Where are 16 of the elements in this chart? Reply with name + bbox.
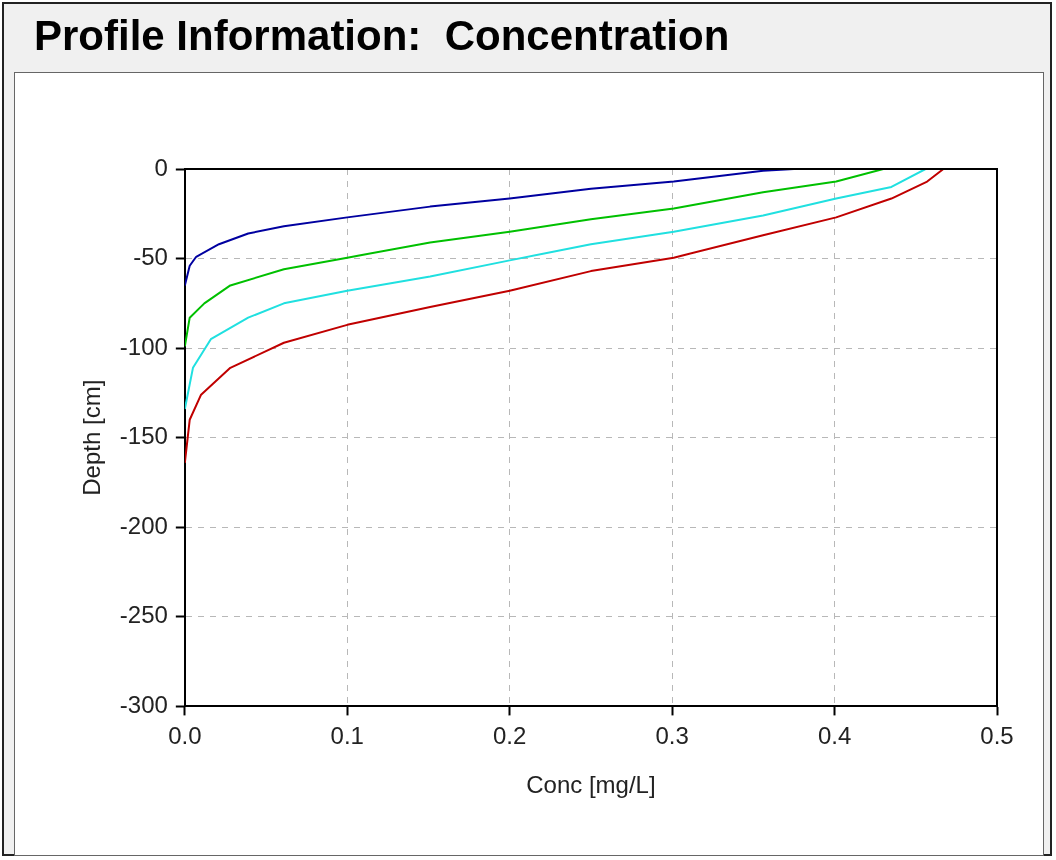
y-tick-label: -200 (119, 511, 168, 539)
x-tick-label: 0.2 (493, 722, 527, 750)
x-tick-label: 0.5 (980, 722, 1014, 750)
y-tick-label: -300 (119, 691, 168, 719)
x-tick-label: 0.1 (330, 722, 364, 750)
y-tick-label: -150 (119, 422, 168, 450)
y-tick-label: -50 (133, 243, 168, 271)
x-tick-label: 0.0 (168, 722, 202, 750)
chart-title: Profile Information: Concentration (34, 12, 730, 60)
x-tick-label: 0.4 (817, 722, 852, 750)
y-axis-title: Depth [cm] (78, 379, 106, 496)
y-tick-label: -250 (119, 601, 168, 629)
x-tick-label: 0.3 (655, 722, 689, 750)
y-tick-label: -100 (119, 332, 168, 360)
y-tick-label: 0 (154, 153, 168, 181)
x-axis-title: Conc [mg/L] (526, 771, 656, 799)
